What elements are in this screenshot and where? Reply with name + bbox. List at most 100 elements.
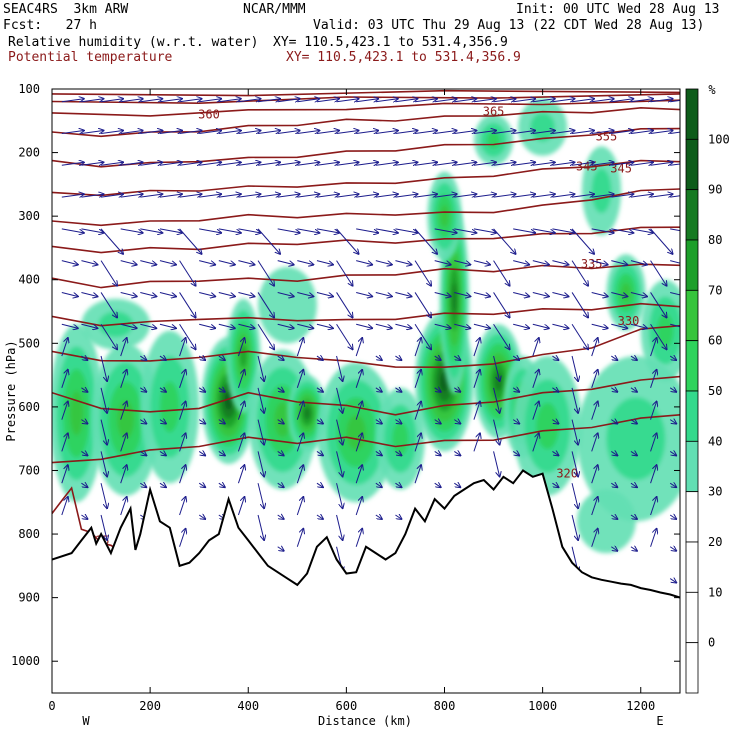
wind-vector [434,99,457,102]
wind-vector [120,465,127,484]
wind-vector [611,515,617,519]
wind-vector [591,433,598,452]
wind-vector [179,194,202,197]
wind-vector [395,420,401,424]
wind-vector [198,483,205,487]
wind-vector [356,228,378,233]
wind-vector [81,260,97,265]
wind-vector [218,228,241,233]
wind-vector [81,420,87,424]
wind-vector [513,291,529,296]
wind-vector [571,451,578,476]
wind-vector [454,162,476,165]
wind-vector [454,260,470,265]
wind-vector [356,131,378,134]
wind-vector [630,162,653,165]
wind-vector [179,323,196,349]
wind-vector [140,483,146,487]
wind-vector [120,162,143,165]
wind-vector [237,402,244,420]
x-tick-label: 1000 [528,699,557,713]
wind-vector [650,260,667,286]
wind-vector [512,451,519,455]
wind-vector [120,323,137,328]
wind-vector [650,194,673,197]
wind-vector [493,260,510,286]
colorbar-cell [685,340,699,392]
wind-vector [316,228,339,233]
wind-vector [179,497,186,516]
wind-vector [473,228,496,233]
wind-vector [218,291,235,296]
y-tick-label: 800 [18,527,40,541]
wind-vector [296,465,303,484]
wind-vector [316,260,333,265]
wind-vector [61,99,84,102]
wind-vector [179,402,186,420]
wind-vector [650,338,657,357]
wind-vector [670,163,680,166]
wind-vector [297,260,313,265]
wind-vector [140,131,162,134]
wind-vector [611,547,617,551]
wind-vector [434,420,441,424]
wind-vector [375,99,398,102]
wind-vector [61,402,68,420]
wind-vector [355,465,362,484]
wind-vector [513,99,535,102]
wind-vector [532,260,549,265]
colorbar-label: 10 [708,585,722,599]
rh-ring [239,344,247,368]
rh-blob-6 [287,375,327,452]
colorbar-label: 0 [708,636,715,650]
wind-vector [630,194,653,197]
wind-vector [414,131,437,134]
colorbar-cell [685,189,699,241]
rh-blob-2 [140,330,200,484]
wind-vector [159,131,182,134]
colorbar-label: 60 [708,334,722,348]
wind-vector [336,292,353,317]
field1-name: Relative humidity (w.r.t. water) [8,35,259,50]
wind-vector [375,483,382,487]
rh-ring [487,131,501,149]
wind-vector [257,131,280,134]
wind-vector [375,194,398,197]
wind-vector [454,194,476,197]
theta-label-365: 365 [483,104,505,118]
wind-vector [61,228,84,233]
wind-vector [257,228,280,254]
wind-vector [336,194,359,197]
colorbar-label: 40 [708,434,722,448]
wind-vector [670,131,680,135]
y-axis-label: Pressure (hPa) [4,340,18,441]
wind-vector [336,483,343,508]
colorbar-label: 90 [708,183,722,197]
wind-vector [434,483,441,487]
wind-vector [512,388,519,392]
wind-vector [493,323,510,349]
wind-vector [611,131,633,134]
wind-vector [552,291,568,296]
wind-vector [552,356,558,360]
wind-vector [296,338,303,357]
x-tick-label: 1200 [626,699,655,713]
wind-vector [61,433,68,452]
wind-vector [454,451,460,455]
wind-vector [296,402,303,420]
wind-vector [552,228,574,233]
wind-vector [218,99,241,102]
wind-vector [395,515,401,519]
wind-vector [218,483,225,487]
wind-vector [198,388,205,392]
wind-vector [277,451,284,455]
wind-vector [552,162,574,165]
wind-vector [179,529,186,547]
wind-vector [238,323,254,328]
wind-vector [571,162,594,165]
wind-vector [257,323,274,349]
wind-vector [434,291,451,296]
wind-vector [316,323,333,328]
wind-vector [669,388,676,392]
wind-vector [81,131,103,134]
